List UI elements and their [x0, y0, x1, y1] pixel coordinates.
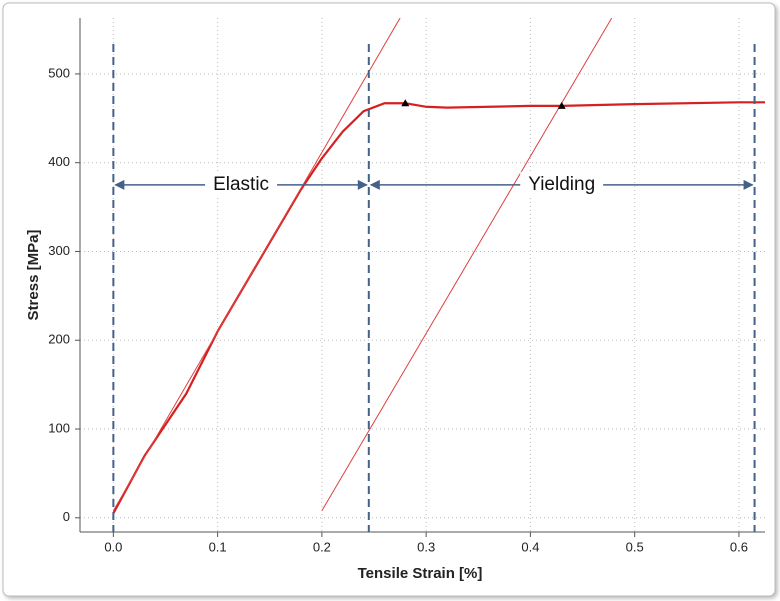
label-background	[520, 171, 604, 198]
arrow-head	[369, 179, 380, 190]
x-tick-label: 0.3	[417, 539, 435, 554]
region-label: Elastic	[213, 174, 269, 195]
series-line	[112, 101, 765, 514]
x-tick-label: 0.6	[730, 539, 748, 554]
plot-area	[112, 18, 765, 514]
y-tick-label: 0	[63, 509, 70, 524]
y-tick-label: 200	[48, 332, 70, 347]
arrow-head	[357, 179, 368, 190]
y-tick-label: 100	[48, 420, 70, 435]
y-tick-label: 500	[48, 65, 70, 80]
y-tick-label: 400	[48, 154, 70, 169]
x-tick-label: 0.0	[104, 539, 122, 554]
x-tick-label: 0.1	[209, 539, 227, 554]
x-tick-label: 0.4	[521, 539, 539, 554]
arrow-head	[743, 179, 754, 190]
series-line	[112, 18, 401, 511]
x-tick-label: 0.2	[313, 539, 331, 554]
series-line	[321, 18, 613, 511]
y-tick-label: 300	[48, 243, 70, 258]
x-axis-title: Tensile Strain [%]	[358, 565, 483, 582]
y-axis-title: Stress [MPa]	[25, 230, 42, 321]
arrow-head	[114, 179, 125, 190]
x-tick-label: 0.5	[626, 539, 644, 554]
region-label: Yielding	[528, 174, 595, 195]
marker	[401, 99, 410, 107]
marker	[557, 101, 566, 109]
label-background	[205, 171, 278, 198]
